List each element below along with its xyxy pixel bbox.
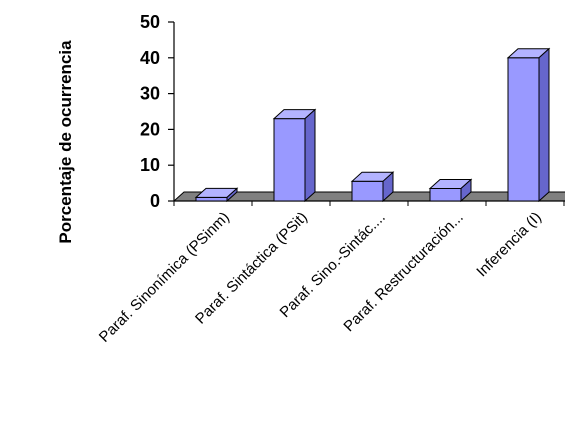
y-tick-label: 20	[140, 119, 160, 139]
y-tick-label: 50	[140, 12, 160, 32]
bar-side	[304, 108, 316, 203]
x-tick-label: Inferencia (I)	[473, 209, 545, 281]
chart-bars-layer	[194, 47, 551, 203]
bar	[428, 178, 473, 203]
bar-front	[429, 187, 462, 202]
chart-labels-layer: Paraf. Sinonímica (PSinm)Paraf. Sintácti…	[96, 209, 545, 346]
y-tick-label: 0	[150, 191, 160, 211]
bar	[194, 187, 239, 203]
bar	[272, 108, 317, 203]
chart-axis-layer: 0 10 20 30 40 50	[140, 12, 565, 211]
bar-side	[538, 47, 550, 203]
bar	[350, 171, 395, 203]
bar	[506, 47, 551, 203]
bar-front	[273, 118, 306, 202]
bar-front	[195, 196, 228, 202]
bar-front	[507, 57, 540, 202]
y-tick-label: 30	[140, 84, 160, 104]
bar-side	[226, 187, 238, 203]
y-axis-title: Porcentaje de ocurrencia	[56, 40, 75, 244]
bar-side	[460, 178, 472, 203]
bar-front	[351, 180, 384, 202]
y-tick-label: 10	[140, 155, 160, 175]
y-tick-label: 40	[140, 48, 160, 68]
bar-side	[382, 171, 394, 203]
x-tick-label: Paraf. Sinonímica (PSinm)	[96, 209, 233, 346]
